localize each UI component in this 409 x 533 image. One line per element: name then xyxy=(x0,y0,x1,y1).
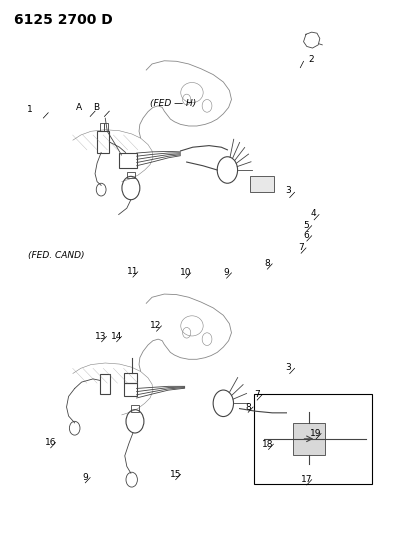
Bar xyxy=(97,131,109,152)
Text: 4: 4 xyxy=(310,209,316,218)
Text: 7: 7 xyxy=(253,390,259,399)
Text: 8: 8 xyxy=(264,260,270,268)
Text: 12: 12 xyxy=(150,321,162,330)
Text: 6125 2700 D: 6125 2700 D xyxy=(13,13,112,27)
Text: 17: 17 xyxy=(300,475,311,484)
Bar xyxy=(104,123,108,131)
Text: (FED. CAND): (FED. CAND) xyxy=(28,252,84,261)
Text: 3: 3 xyxy=(285,185,291,195)
Text: 15: 15 xyxy=(169,470,181,479)
Bar xyxy=(124,373,136,383)
Bar xyxy=(130,406,139,412)
Text: (FED — H): (FED — H) xyxy=(150,99,196,108)
Text: 3: 3 xyxy=(285,363,291,372)
Bar xyxy=(118,152,136,168)
Text: 19: 19 xyxy=(309,429,321,438)
Text: 18: 18 xyxy=(262,440,273,449)
Text: 6: 6 xyxy=(303,231,308,240)
Text: 13: 13 xyxy=(95,332,107,341)
Text: 5: 5 xyxy=(303,221,308,230)
Text: 7: 7 xyxy=(297,244,303,253)
Text: 14: 14 xyxy=(110,332,121,341)
Bar xyxy=(100,374,110,394)
Text: A: A xyxy=(76,103,82,112)
Text: 16: 16 xyxy=(45,438,56,447)
Text: B: B xyxy=(93,103,99,112)
Bar xyxy=(100,123,104,131)
Text: 9: 9 xyxy=(223,268,229,277)
Text: 11: 11 xyxy=(127,268,138,276)
Bar xyxy=(253,394,371,484)
Text: 9: 9 xyxy=(82,473,88,482)
Text: 10: 10 xyxy=(180,268,191,277)
Bar xyxy=(249,176,274,192)
Bar xyxy=(126,172,135,179)
Text: 8: 8 xyxy=(244,402,250,411)
Bar xyxy=(124,383,136,397)
Text: 2: 2 xyxy=(308,55,314,64)
Bar xyxy=(292,423,324,455)
Text: 1: 1 xyxy=(27,104,33,114)
